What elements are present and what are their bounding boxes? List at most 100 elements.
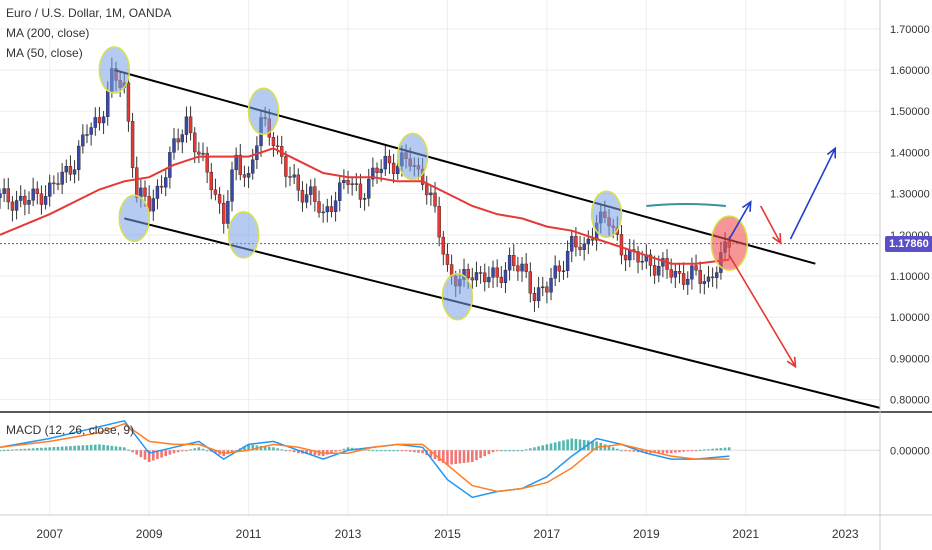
- macd-histogram-bar: [475, 450, 478, 461]
- candle-body: [694, 265, 698, 271]
- candle-body: [342, 180, 346, 184]
- candle-body: [375, 167, 379, 173]
- candle-body: [329, 206, 334, 212]
- macd-layer: [0, 419, 731, 499]
- candle-body: [619, 234, 624, 256]
- macd-histogram-bar: [607, 445, 611, 451]
- candle-body: [242, 174, 247, 178]
- macd-histogram-bar: [723, 447, 727, 451]
- macd-histogram-bar: [491, 450, 495, 453]
- projection-up-large-arrow-head: [826, 146, 837, 159]
- candle-body: [512, 255, 516, 266]
- candle-body: [143, 187, 147, 197]
- macd-histogram-bar: [553, 442, 557, 451]
- projection-up-large-arrow: [789, 147, 836, 240]
- candle-body: [702, 281, 707, 284]
- candle-body: [325, 206, 330, 213]
- macd-histogram-bar: [243, 446, 246, 451]
- candle-body: [425, 184, 429, 196]
- touch-point-marker: [227, 211, 260, 259]
- macd-histogram-bar: [172, 450, 176, 454]
- candle-body: [657, 266, 661, 276]
- candle-body: [483, 272, 487, 283]
- macd-histogram-bar: [628, 450, 632, 452]
- macd-histogram-bar: [114, 446, 118, 451]
- macd-histogram-bar: [446, 450, 449, 465]
- projection-down-arrow-head: [786, 356, 797, 369]
- candle-body: [690, 265, 694, 280]
- candle-body: [673, 271, 678, 278]
- macd-histogram-bar: [624, 450, 627, 452]
- macd-histogram-bar: [404, 450, 408, 452]
- candle-body: [10, 201, 15, 211]
- macd-histogram-bar: [562, 440, 565, 451]
- macd-histogram-bar: [334, 450, 337, 452]
- x-tick-label: 2011: [236, 527, 262, 541]
- candle-body: [35, 188, 39, 194]
- candle-body: [159, 185, 164, 188]
- macd-histogram-bar: [570, 438, 574, 451]
- candle-body: [23, 195, 27, 205]
- candle-body: [574, 236, 578, 248]
- candle-body: [648, 254, 653, 266]
- macd-histogram-bar: [342, 448, 346, 451]
- macd-histogram-bar: [31, 448, 35, 451]
- candle-body: [433, 192, 437, 207]
- candle-body: [217, 194, 222, 204]
- candle-body: [197, 151, 201, 155]
- candle-body: [346, 180, 350, 185]
- macd-histogram-bar: [56, 446, 60, 451]
- macd-histogram-bar: [582, 439, 586, 451]
- macd-histogram-bar: [214, 450, 217, 454]
- candle-body: [60, 171, 64, 185]
- macd-histogram-bar: [189, 449, 192, 451]
- price-layer: [0, 57, 880, 312]
- grid: [0, 0, 880, 515]
- macd-histogram-bar: [350, 447, 354, 451]
- macd-histogram-bar: [127, 449, 130, 451]
- candle-body: [317, 201, 321, 213]
- candle-body: [686, 278, 690, 285]
- macd-histogram-bar: [338, 450, 342, 452]
- candle-body: [126, 82, 131, 122]
- candle-body: [101, 116, 106, 124]
- macd-histogram-bar: [636, 450, 640, 453]
- legend-ma50: MA (50, close): [6, 46, 83, 60]
- macd-histogram-bar: [110, 445, 114, 451]
- candle-body: [470, 277, 475, 281]
- candle-body: [106, 90, 110, 117]
- candle-body: [396, 165, 400, 174]
- macd-histogram-bar: [263, 446, 267, 451]
- macd-tick-label: 0.00000: [890, 445, 930, 457]
- macd-histogram-bar: [35, 448, 39, 451]
- macd-histogram-bar: [417, 450, 420, 453]
- macd-histogram-bar: [77, 445, 81, 451]
- candle-body: [201, 153, 205, 155]
- candle-body: [234, 154, 238, 170]
- macd-histogram-bar: [292, 450, 296, 453]
- macd-histogram-bar: [346, 447, 350, 451]
- macd-histogram-bar: [122, 447, 126, 451]
- macd-histogram-bar: [429, 450, 433, 458]
- candle-body: [681, 273, 686, 285]
- annotation-layer: [98, 46, 881, 409]
- macd-histogram-bar: [6, 449, 10, 451]
- candle-body: [532, 293, 537, 302]
- macd-histogram-bar: [396, 450, 400, 452]
- candle-body: [31, 188, 35, 201]
- legend-ma200: MA (200, close): [6, 26, 90, 40]
- projection-up-small-arrow-head: [742, 200, 752, 212]
- macd-histogram-bar: [466, 450, 470, 463]
- candle-body: [284, 156, 288, 177]
- macd-histogram-bar: [44, 447, 47, 451]
- macd-histogram-bar: [27, 448, 31, 451]
- candle-body: [623, 254, 628, 261]
- macd-histogram-bar: [193, 448, 197, 451]
- macd-histogram-bar: [558, 441, 561, 451]
- projection-dip-arrow-head: [772, 233, 782, 245]
- macd-histogram-bar: [479, 450, 482, 459]
- candle-body: [271, 137, 276, 146]
- candle-body: [466, 268, 470, 278]
- candle-body: [168, 152, 172, 178]
- candle-body: [652, 265, 657, 276]
